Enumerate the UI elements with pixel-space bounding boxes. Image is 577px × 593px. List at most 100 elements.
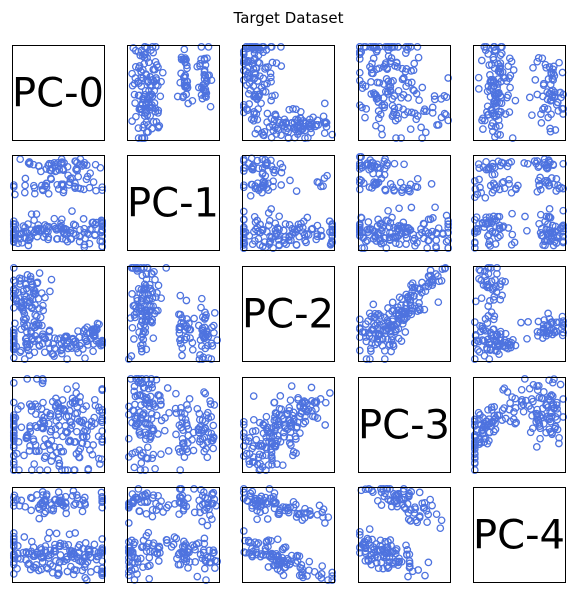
- data-point: [239, 215, 248, 224]
- data-point: [412, 516, 420, 525]
- data-point: [372, 43, 380, 51]
- data-point: [386, 180, 395, 188]
- data-point: [519, 407, 528, 416]
- data-point: [81, 325, 90, 333]
- data-point: [373, 496, 382, 505]
- data-point: [374, 98, 383, 106]
- data-point: [366, 344, 375, 353]
- data-point: [53, 180, 62, 189]
- data-point: [195, 409, 204, 418]
- data-point: [477, 56, 486, 65]
- data-point: [56, 496, 65, 505]
- data-point: [385, 340, 394, 349]
- data-point: [275, 510, 283, 519]
- data-point: [209, 321, 218, 330]
- data-point: [307, 383, 316, 392]
- data-point: [559, 159, 568, 168]
- data-point: [292, 435, 300, 443]
- data-point: [298, 568, 306, 577]
- data-point: [63, 428, 72, 436]
- data-point: [539, 320, 548, 329]
- data-point: [357, 486, 366, 495]
- data-point: [44, 551, 53, 560]
- data-point: [542, 63, 551, 72]
- data-point: [142, 509, 151, 518]
- data-point: [380, 492, 389, 501]
- data-point: [239, 417, 248, 426]
- data-point: [496, 51, 505, 60]
- data-point: [395, 204, 403, 213]
- data-point: [474, 73, 483, 82]
- data-point: [130, 79, 139, 88]
- data-point: [44, 189, 53, 198]
- data-point: [151, 464, 159, 473]
- data-point: [261, 88, 270, 96]
- data-point: [559, 224, 568, 233]
- data-point: [40, 509, 49, 518]
- data-point: [177, 485, 186, 493]
- data-point: [484, 110, 493, 119]
- data-point: [191, 558, 200, 566]
- data-point: [474, 85, 483, 93]
- data-point: [143, 94, 152, 103]
- data-point: [256, 459, 264, 468]
- data-point: [239, 207, 248, 216]
- data-point: [98, 549, 107, 557]
- data-point: [410, 109, 419, 118]
- data-point: [505, 180, 513, 188]
- data-point: [494, 157, 503, 166]
- data-point: [264, 63, 272, 71]
- data-point: [386, 536, 395, 544]
- data-point: [29, 286, 38, 294]
- data-point: [380, 101, 389, 109]
- data-point: [188, 345, 197, 354]
- diagonal-label: PC-2: [242, 292, 334, 338]
- data-point: [204, 332, 213, 341]
- data-point: [209, 421, 218, 430]
- data-point: [393, 233, 402, 241]
- data-point: [427, 232, 436, 240]
- data-point: [264, 563, 273, 571]
- data-point: [548, 318, 556, 327]
- data-point: [198, 517, 206, 526]
- data-point: [130, 335, 138, 343]
- data-point: [436, 524, 445, 533]
- panel-3-3: PC-3: [358, 377, 451, 473]
- data-point: [23, 343, 32, 351]
- data-point: [546, 407, 555, 416]
- data-point: [488, 188, 497, 197]
- data-point: [130, 576, 139, 584]
- data-point: [38, 488, 47, 496]
- data-point: [396, 222, 405, 230]
- data-point: [72, 427, 81, 436]
- data-point: [71, 397, 80, 405]
- data-point: [313, 230, 321, 239]
- data-point: [239, 57, 248, 65]
- data-point: [21, 316, 29, 325]
- data-point: [487, 60, 496, 69]
- data-point: [392, 134, 400, 142]
- data-point: [495, 341, 503, 349]
- data-point: [543, 105, 552, 113]
- panel-3-1: [124, 375, 220, 474]
- data-point: [66, 174, 75, 183]
- data-point: [140, 53, 149, 62]
- data-point: [45, 326, 54, 335]
- data-point: [53, 234, 62, 243]
- data-point: [378, 130, 386, 139]
- data-point: [89, 347, 97, 356]
- data-point: [506, 83, 514, 92]
- data-point: [134, 375, 143, 383]
- data-point: [289, 503, 298, 512]
- data-point: [173, 554, 181, 563]
- data-point: [285, 403, 294, 412]
- data-point: [21, 174, 30, 183]
- data-point: [420, 305, 429, 314]
- data-point: [51, 162, 59, 171]
- data-point: [52, 417, 61, 425]
- data-point: [175, 310, 183, 319]
- data-point: [365, 525, 374, 533]
- data-point: [387, 54, 396, 62]
- data-point: [386, 218, 395, 227]
- data-point: [192, 540, 201, 549]
